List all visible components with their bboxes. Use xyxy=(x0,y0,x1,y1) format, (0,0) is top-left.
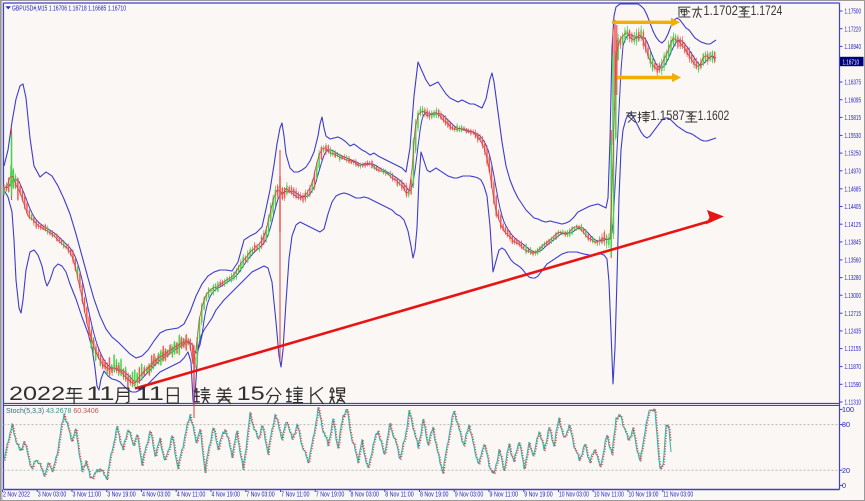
svg-text:1.14970: 1.14970 xyxy=(845,166,862,175)
svg-text:1.17500: 1.17500 xyxy=(845,7,862,16)
svg-text:7 Nov 11:00: 7 Nov 11:00 xyxy=(281,491,310,498)
svg-text:1.17220: 1.17220 xyxy=(845,24,862,33)
svg-text:8 Nov 19:00: 8 Nov 19:00 xyxy=(420,491,449,498)
svg-text:7 Nov 03:00: 7 Nov 03:00 xyxy=(246,491,275,498)
svg-text:8 Nov 11:00: 8 Nov 11:00 xyxy=(385,491,414,498)
svg-text:15: 15 xyxy=(237,383,265,405)
svg-text:1.1602: 1.1602 xyxy=(698,108,730,123)
svg-text:1.14405: 1.14405 xyxy=(845,202,862,211)
svg-text:10 Nov 11:00: 10 Nov 11:00 xyxy=(594,491,624,498)
svg-text:1.1702: 1.1702 xyxy=(703,3,738,18)
svg-text:1.13280: 1.13280 xyxy=(845,273,862,282)
svg-text:11: 11 xyxy=(136,383,164,405)
svg-text:4 Nov 11:00: 4 Nov 11:00 xyxy=(177,491,206,498)
svg-text:3 Nov 11:00: 3 Nov 11:00 xyxy=(73,491,102,498)
svg-text:2022: 2022 xyxy=(9,383,65,405)
svg-text:1.14685: 1.14685 xyxy=(845,184,862,193)
svg-text:1.16940: 1.16940 xyxy=(845,42,862,51)
svg-text:1.16095: 1.16095 xyxy=(845,95,862,104)
svg-text:9 Nov 03:00: 9 Nov 03:00 xyxy=(455,491,484,498)
svg-text:2 Nov 2022: 2 Nov 2022 xyxy=(3,491,30,498)
svg-text:Stoch(5,3,3) 43.2678 60.3406: Stoch(5,3,3) 43.2678 60.3406 xyxy=(6,408,99,415)
svg-text:4 Nov 19:00: 4 Nov 19:00 xyxy=(212,491,241,498)
svg-text:20: 20 xyxy=(842,466,850,475)
svg-text:1.13000: 1.13000 xyxy=(845,291,862,300)
svg-text:1.1724: 1.1724 xyxy=(751,3,783,18)
svg-text:GBPUSD#,M15 1.16706 1.16718 1: GBPUSD#,M15 1.16706 1.16718 1.16685 1.16… xyxy=(12,3,126,12)
svg-text:10 Nov 03:00: 10 Nov 03:00 xyxy=(559,491,589,498)
svg-text:1.12715: 1.12715 xyxy=(845,309,862,318)
svg-text:1.11590: 1.11590 xyxy=(845,380,862,389)
svg-text:4 Nov 03:00: 4 Nov 03:00 xyxy=(142,491,171,498)
svg-text:1.15815: 1.15815 xyxy=(845,113,862,122)
svg-text:1.14125: 1.14125 xyxy=(845,220,862,229)
svg-text:1.15250: 1.15250 xyxy=(845,149,862,158)
svg-text:1.16375: 1.16375 xyxy=(845,78,862,87)
svg-text:11: 11 xyxy=(86,383,114,405)
svg-text:9 Nov 11:00: 9 Nov 11:00 xyxy=(490,491,519,498)
svg-text:1.12155: 1.12155 xyxy=(845,344,862,353)
svg-text:9 Nov 19:00: 9 Nov 19:00 xyxy=(524,491,553,498)
svg-text:3 Nov 03:00: 3 Nov 03:00 xyxy=(38,491,67,498)
svg-text:1.15530: 1.15530 xyxy=(845,131,862,140)
svg-text:100: 100 xyxy=(842,405,854,414)
svg-text:3 Nov 19:00: 3 Nov 19:00 xyxy=(107,491,136,498)
svg-text:1.12435: 1.12435 xyxy=(845,327,862,336)
svg-text:80: 80 xyxy=(842,420,850,429)
svg-text:10 Nov 19:00: 10 Nov 19:00 xyxy=(629,491,659,498)
svg-text:1.13845: 1.13845 xyxy=(845,238,862,247)
svg-text:1.11310: 1.11310 xyxy=(845,398,862,407)
svg-text:8 Nov 03:00: 8 Nov 03:00 xyxy=(351,491,380,498)
svg-text:0: 0 xyxy=(842,481,846,490)
svg-text:1.16710: 1.16710 xyxy=(843,57,860,66)
svg-text:1.1587: 1.1587 xyxy=(650,108,685,123)
svg-text:1.13560: 1.13560 xyxy=(845,256,862,265)
svg-text:11 Nov 03:00: 11 Nov 03:00 xyxy=(663,491,693,498)
svg-text:1.11870: 1.11870 xyxy=(845,362,862,371)
svg-text:7 Nov 19:00: 7 Nov 19:00 xyxy=(316,491,345,498)
